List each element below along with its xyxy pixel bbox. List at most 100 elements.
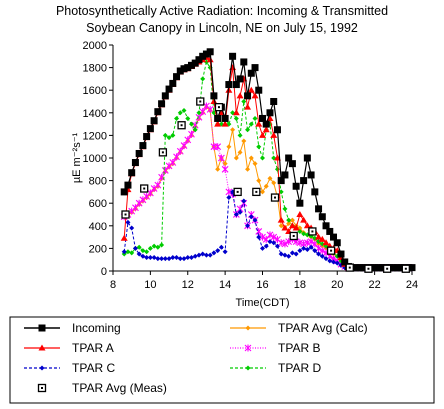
data-point-tpar-c <box>248 214 254 220</box>
y-tick-label: 400 <box>89 221 107 233</box>
y-tick-label: 1800 <box>83 63 107 75</box>
legend-swatch-marker <box>37 383 47 393</box>
x-tick-label: 16 <box>256 279 268 291</box>
data-point-tpar-b <box>161 166 169 174</box>
data-point-tpar-a <box>251 92 259 99</box>
data-point-tpar-d <box>274 166 280 172</box>
data-point-tpar-avg-meas <box>308 227 317 236</box>
data-point-tpar-b <box>184 136 192 144</box>
data-point-incoming <box>120 188 128 196</box>
data-point-tpar-c <box>136 251 142 257</box>
data-point-incoming <box>206 48 214 56</box>
data-point-tpar-c <box>144 254 150 260</box>
data-point-tpar-d <box>144 249 150 255</box>
legend-item-tpar-a: TPAR A <box>24 341 114 355</box>
data-point-tpar-avg-meas <box>177 121 186 130</box>
data-point-tpar-c <box>304 247 310 253</box>
x-tick-label: 18 <box>294 279 306 291</box>
data-point-tpar-avg-calc <box>271 180 277 186</box>
data-point-incoming <box>221 114 229 122</box>
data-point-tpar-d <box>170 132 176 138</box>
data-point-tpar-c <box>159 256 165 262</box>
data-point-tpar-d <box>181 108 187 114</box>
data-point-incoming <box>311 188 319 196</box>
data-point-tpar-b <box>217 154 225 162</box>
data-point-tpar-d <box>233 115 239 121</box>
series-tpar-avg-meas <box>121 97 410 273</box>
x-tick-label: 10 <box>144 279 156 291</box>
data-point-tpar-a <box>262 126 270 133</box>
x-tick-label: 20 <box>331 279 343 291</box>
data-point-tpar-avg-meas <box>252 187 261 197</box>
data-point-tpar-c <box>162 256 168 262</box>
data-point-tpar-c <box>215 248 221 254</box>
data-point-incoming <box>333 239 341 247</box>
data-point-incoming <box>303 154 311 162</box>
data-point-tpar-b <box>318 247 326 255</box>
y-tick-label: 1000 <box>83 153 107 165</box>
data-point-tpar-a <box>214 120 222 127</box>
data-point-tpar-b <box>221 165 229 173</box>
data-point-tpar-c <box>174 254 180 260</box>
y-tick-label: 2000 <box>83 40 107 52</box>
data-point-tpar-c <box>200 251 206 257</box>
data-point-tpar-d <box>159 242 165 248</box>
data-point-incoming <box>296 199 304 207</box>
data-point-incoming <box>161 92 169 100</box>
data-point-incoming <box>318 213 326 221</box>
data-point-tpar-d <box>125 249 131 255</box>
data-point-tpar-avg-meas <box>140 184 149 193</box>
data-point-tpar-avg-calc <box>230 127 236 133</box>
data-point-tpar-c <box>218 244 224 250</box>
x-tick-label: 22 <box>369 279 381 291</box>
legend-swatch-marker <box>39 365 45 371</box>
data-point-incoming <box>131 159 139 167</box>
data-point-tpar-c <box>177 256 183 262</box>
data-point-tpar-a <box>322 239 330 246</box>
data-point-tpar-c <box>245 223 251 229</box>
data-point-incoming <box>255 86 263 94</box>
legend-label: TPAR A <box>72 341 114 355</box>
data-point-tpar-a <box>232 109 240 116</box>
data-point-incoming <box>337 250 345 258</box>
data-point-tpar-b <box>307 238 315 246</box>
data-point-tpar-c <box>297 248 303 254</box>
y-tick-label: 0 <box>101 266 107 278</box>
data-point-tpar-b <box>199 108 207 116</box>
legend: Incoming TPAR Avg (Calc) TPAR A TPAR B TPAR … <box>9 316 435 404</box>
data-point-incoming <box>232 81 240 89</box>
data-point-tpar-d <box>155 244 161 250</box>
data-point-incoming <box>158 100 166 108</box>
data-point-tpar-c <box>185 254 191 260</box>
data-point-tpar-a <box>281 224 289 231</box>
data-point-tpar-c <box>196 252 202 258</box>
data-point-incoming <box>214 114 222 122</box>
y-axis-label: µE m⁻²s⁻¹ <box>71 133 83 184</box>
data-point-tpar-a <box>300 216 308 223</box>
data-point-incoming <box>251 64 259 72</box>
data-point-tpar-c <box>151 254 157 260</box>
data-point-tpar-a <box>288 222 296 229</box>
series-tpar-c <box>121 189 415 272</box>
data-point-tpar-c <box>121 249 127 255</box>
data-point-tpar-a <box>270 131 278 138</box>
data-point-tpar-d <box>185 115 191 121</box>
data-point-incoming <box>236 75 244 83</box>
data-point-incoming <box>169 79 177 87</box>
data-point-tpar-d <box>196 110 202 116</box>
data-point-tpar-c <box>260 245 265 251</box>
data-point-incoming <box>229 52 237 60</box>
data-point-tpar-b <box>281 240 289 248</box>
data-point-tpar-c <box>211 250 217 256</box>
data-point-incoming <box>315 205 323 213</box>
x-tick-label: 14 <box>219 279 231 291</box>
data-point-tpar-b <box>169 159 177 167</box>
data-point-tpar-c <box>274 243 280 249</box>
data-point-incoming <box>277 177 285 185</box>
data-point-tpar-c <box>237 209 243 215</box>
data-point-incoming <box>154 108 162 116</box>
data-point-tpar-a <box>315 233 323 240</box>
data-point-tpar-avg-calc <box>245 166 251 172</box>
data-point-tpar-c <box>271 240 277 246</box>
data-point-tpar-b <box>277 239 285 247</box>
